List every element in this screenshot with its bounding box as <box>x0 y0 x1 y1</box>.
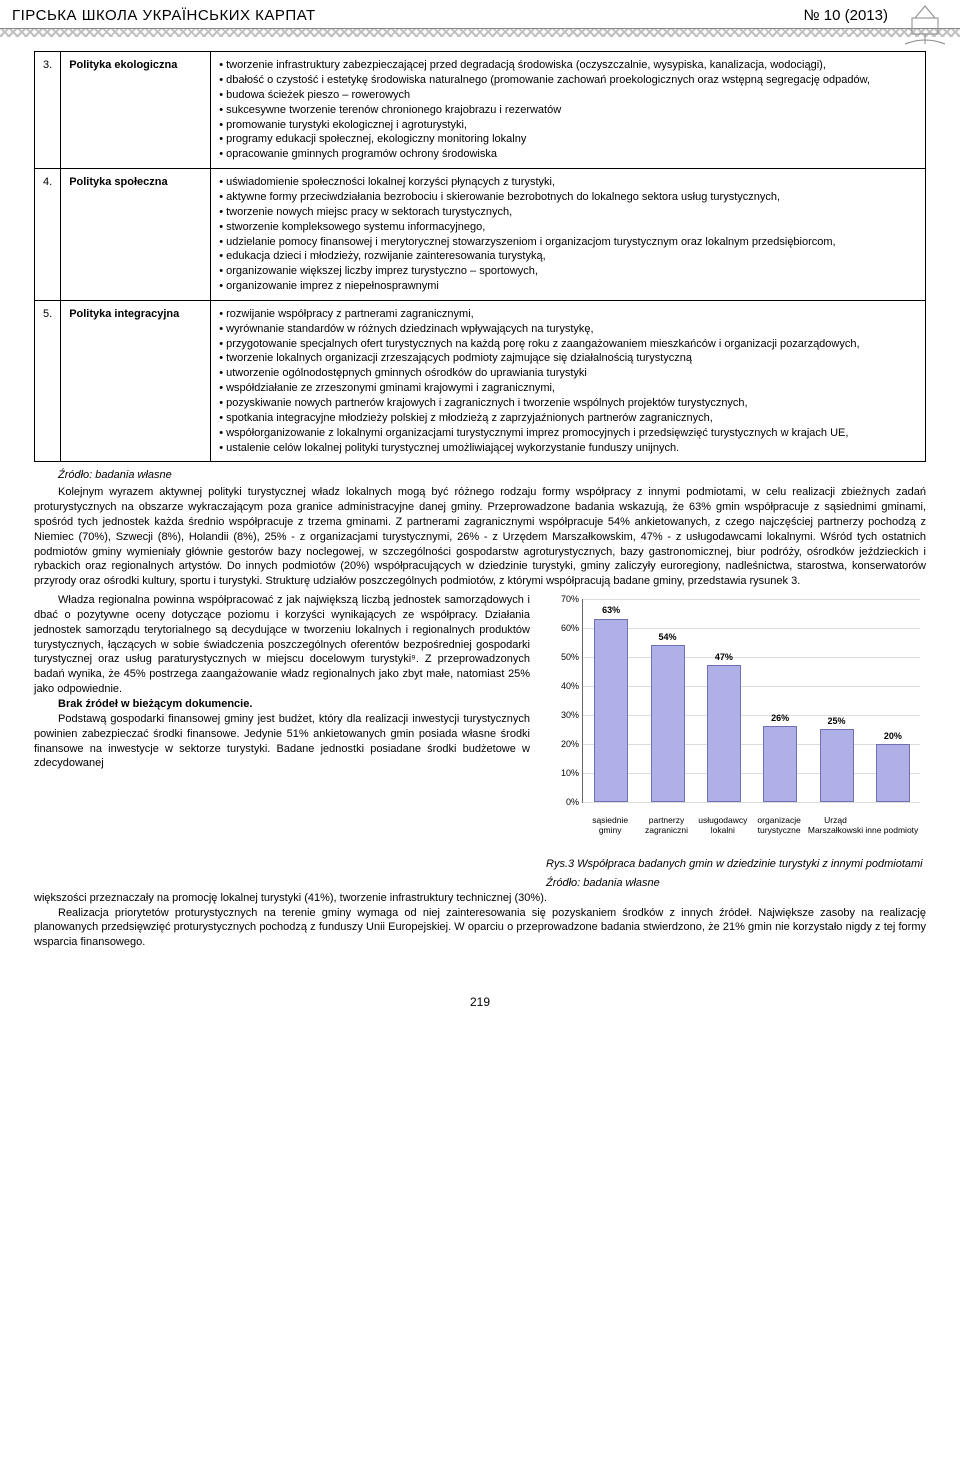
chart-bar <box>594 619 628 803</box>
policy-item: współorganizowanie z lokalnymi organizac… <box>219 426 917 441</box>
two-column-section: Władza regionalna powinna współpracować … <box>34 593 926 891</box>
policy-name: Polityka integracyjna <box>61 300 211 461</box>
policy-item: promowanie turystyki ekologicznej i agro… <box>219 118 917 133</box>
policy-item: tworzenie infrastruktury zabezpieczające… <box>219 58 917 73</box>
figure-source: Źródło: badania własne <box>546 876 926 891</box>
policy-items: tworzenie infrastruktury zabezpieczające… <box>211 52 926 169</box>
table-source: Źródło: badania własne <box>58 468 926 483</box>
policy-item: organizowanie imprez z niepełnosprawnymi <box>219 279 917 294</box>
policy-item: utworzenie ogólnodostępnych gminnych ośr… <box>219 366 917 381</box>
y-axis-label: 10% <box>551 767 579 779</box>
policy-item: organizowanie większej liczby imprez tur… <box>219 264 917 279</box>
policy-table: 3.Polityka ekologiczna tworzenie infrastr… <box>34 51 926 462</box>
bar-value-label: 47% <box>699 651 749 663</box>
policy-item: wyrównanie standardów w różnych dziedzin… <box>219 322 917 337</box>
policy-item: programy edukacji społecznej, ekologiczn… <box>219 132 917 147</box>
policy-item: aktywne formy przeciwdziałania bezroboci… <box>219 190 917 205</box>
policy-item: tworzenie lokalnych organizacji zrzeszaj… <box>219 351 917 366</box>
y-axis-label: 40% <box>551 680 579 692</box>
chart-bar <box>651 645 685 802</box>
header-decoration <box>0 29 960 37</box>
y-axis-label: 70% <box>551 593 579 605</box>
x-axis-label: partnerzy zagraniczni <box>639 816 695 835</box>
journal-title: ГІРСЬКА ШКОЛА УКРАЇНСЬКИХ КАРПАТ <box>12 6 316 26</box>
policy-item: dbałość o czystość i estetykę środowiska… <box>219 73 917 88</box>
bar-value-label: 63% <box>586 604 636 616</box>
policy-name: Polityka społeczna <box>61 169 211 301</box>
table-row: 4.Polityka społeczna uświadomienie społec… <box>35 169 926 301</box>
paragraph-1: Kolejnym wyrazem aktywnej polityki turys… <box>34 485 926 589</box>
y-axis-label: 30% <box>551 709 579 721</box>
policy-item: stworzenie kompleksowego systemu informa… <box>219 220 917 235</box>
x-axis-label: usługodawcy lokalni <box>695 816 751 835</box>
policy-items: rozwijanie współpracy z partnerami zagra… <box>211 300 926 461</box>
policy-item: rozwijanie współpracy z partnerami zagra… <box>219 307 917 322</box>
policy-item: współdziałanie ze zrzeszonymi gminami kr… <box>219 381 917 396</box>
left-column: Władza regionalna powinna współpracować … <box>34 593 530 891</box>
x-axis-label: organizacje turystyczne <box>751 816 807 835</box>
chart-bar <box>707 665 741 802</box>
left-para-2: Podstawą gospodarki finansowej gminy jes… <box>34 712 530 771</box>
table-row: 5.Polityka integracyjna rozwijanie współp… <box>35 300 926 461</box>
y-axis-label: 50% <box>551 651 579 663</box>
left-para-1: Władza regionalna powinna współpracować … <box>34 593 530 697</box>
bar-value-label: 25% <box>812 715 862 727</box>
missing-sources-note: Brak źródeł w bieżącym dokumencie. <box>34 697 530 712</box>
issue-number: № 10 (2013) <box>804 6 888 26</box>
x-axis-label: inne podmioty <box>864 826 920 835</box>
page-content: 3.Polityka ekologiczna tworzenie infrastr… <box>0 37 960 970</box>
policy-name: Polityka ekologiczna <box>61 52 211 169</box>
policy-item: spotkania integracyjne młodzieży polskie… <box>219 411 917 426</box>
row-number: 3. <box>35 52 61 169</box>
y-axis-label: 20% <box>551 738 579 750</box>
policy-items: uświadomienie społeczności lokalnej korz… <box>211 169 926 301</box>
bar-value-label: 54% <box>643 631 693 643</box>
policy-item: edukacja dzieci i młodzieży, rozwijanie … <box>219 249 917 264</box>
page-header: ГІРСЬКА ШКОЛА УКРАЇНСЬКИХ КАРПАТ № 10 (2… <box>0 0 960 29</box>
figure-caption: Rys.3 Współpraca badanych gmin w dziedzi… <box>546 857 926 872</box>
x-axis-label: sąsiednie gminy <box>582 816 638 835</box>
policy-item: opracowanie gminnych programów ochrony ś… <box>219 147 917 162</box>
y-axis-label: 0% <box>551 796 579 808</box>
row-number: 4. <box>35 169 61 301</box>
y-axis-label: 60% <box>551 622 579 634</box>
cooperation-bar-chart: 0% 10% 20% 30% 40% 50% 60% 70% 63% 54% 47% 26% 25% 20… <box>546 593 926 853</box>
policy-item: budowa ścieżek pieszo – rowerowych <box>219 88 917 103</box>
chart-bar <box>820 729 854 802</box>
paragraph-continuation: większości przeznaczały na promocję loka… <box>34 891 926 906</box>
table-row: 3.Polityka ekologiczna tworzenie infrastr… <box>35 52 926 169</box>
x-axis-label: Urząd Marszałkowski <box>808 816 864 835</box>
right-column: 0% 10% 20% 30% 40% 50% 60% 70% 63% 54% 47% 26% 25% 20… <box>546 593 926 891</box>
paragraph-last: Realizacja priorytetów proturystycznych … <box>34 906 926 951</box>
policy-item: uświadomienie społeczności lokalnej korz… <box>219 175 917 190</box>
page-number: 219 <box>0 994 960 1026</box>
bar-value-label: 20% <box>868 730 918 742</box>
policy-item: pozyskiwanie nowych partnerów krajowych … <box>219 396 917 411</box>
row-number: 5. <box>35 300 61 461</box>
policy-item: udzielanie pomocy finansowej i merytoryc… <box>219 235 917 250</box>
policy-item: sukcesywne tworzenie terenów chronionego… <box>219 103 917 118</box>
policy-item: przygotowanie specjalnych ofert turystyc… <box>219 337 917 352</box>
chart-bar <box>876 744 910 802</box>
bar-value-label: 26% <box>755 712 805 724</box>
chart-bar <box>763 726 797 802</box>
journal-logo-icon <box>900 4 950 48</box>
policy-item: tworzenie nowych miejsc pracy w sektorac… <box>219 205 917 220</box>
policy-item: ustalenie celów lokalnej polityki turyst… <box>219 441 917 456</box>
